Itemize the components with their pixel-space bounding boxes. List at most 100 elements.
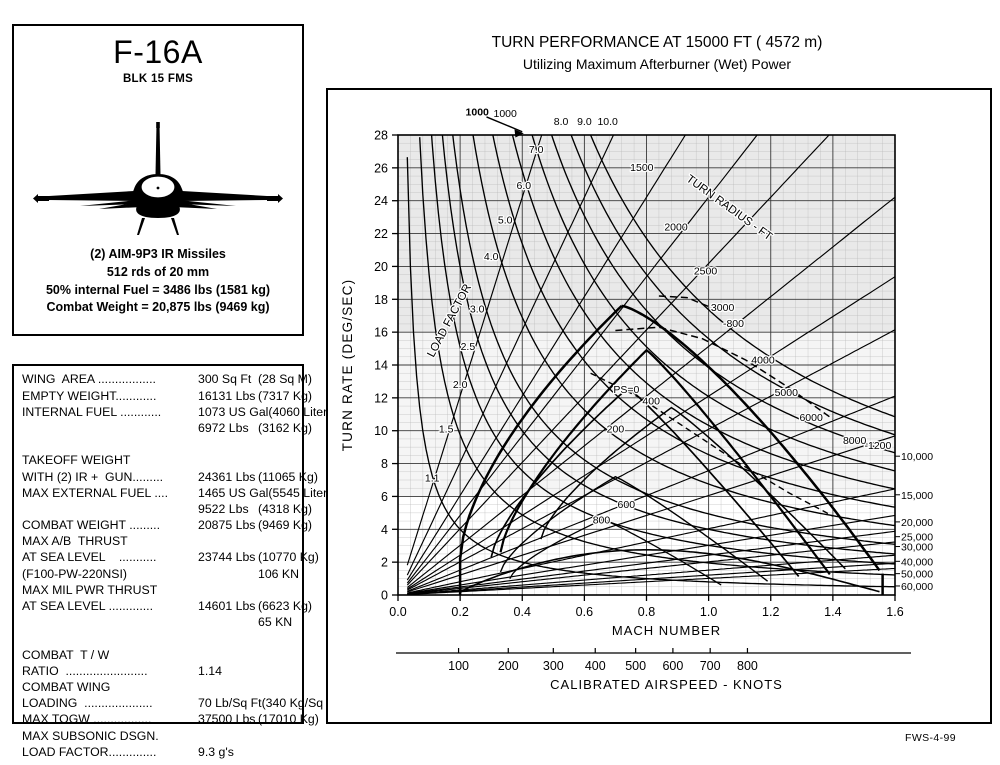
turn-radius-curve-8000 [407,395,895,592]
y-tick-label: 24 [374,194,388,208]
ps-label-0: PS=0 [613,384,639,396]
specifications-panel: WING AREA ................. 300 Sq Ft (28 … [12,364,341,759]
turn-radius-edge-label-20000: 20,000 [901,517,933,529]
x-axis-cas: 100 200 300 400 500 600 700 800 [448,648,758,673]
spec-label: (F100-PW-220NSI) [22,566,128,581]
cas-tick-label: 300 [543,659,564,673]
turn-radius-edge-label-10000: 10,000 [901,451,933,463]
spec-label: TAKEOFF WEIGHT [22,453,131,468]
spec-row: WITH (2) IR + GUN......... 24361 Lbs (1106… [22,469,318,485]
load-factor-label-3.0: 3.0 [470,303,485,315]
ps-label-800b: -800 [723,318,744,330]
spec-row: AT SEA LEVEL ............. 14601 Lbs (6623… [22,599,312,615]
spec-metric-value: (11065 Kg) [258,469,318,484]
spec-label: INTERNAL FUEL ............ [22,404,162,419]
turn-radius-label-8000: 8000 [843,435,867,447]
config-line-2: 512 rds of 20 mm [106,264,210,279]
lower-envelope-boundary [459,548,880,594]
turn-radius-curve-10,000 [407,435,895,593]
spec-value: 1.14 [198,663,222,678]
x-tick-label: 0.0 [389,605,406,619]
y-tick-label: 28 [374,129,388,143]
spec-metric-value: (10770 Kg) [258,550,319,565]
y-tick-label: 6 [381,490,388,504]
load-factor-label-9.0: 9.0 [577,116,592,128]
spec-row: COMBAT WEIGHT ......... 20875 Lbs (9469 Kg… [22,518,312,534]
config-line-3: 50% internal Fuel = 3486 lbs (1581 kg) [45,282,271,297]
turn-radius-label-1000: 1000 [493,108,517,120]
spec-value: 9.3 g's [198,744,234,759]
load-factor-label-4.0: 4.0 [484,251,499,263]
load-factor-curve-9.0 [570,135,895,436]
ps-label-600: 600 [618,499,636,511]
load-factor-curve-5.0 [492,135,895,508]
ps-label-400: 400 [642,395,660,407]
turn-radius-label-1500: 1500 [630,162,654,174]
aircraft-variant: BLK 15 FMS [122,73,194,85]
y-tick-label: 12 [374,391,388,405]
lift-limit-boundary [458,304,623,560]
turn-radius-label-3000: 3000 [711,302,735,314]
ps-label-200: 200 [607,423,625,435]
load-factor-curve-6.0 [511,135,895,490]
spec-label: COMBAT WEIGHT ......... [22,518,161,533]
spec-row: TAKEOFF WEIGHT [22,453,298,469]
turn-radius-edge-label-60000: 60,000 [901,581,933,593]
ps-label-1200: -1200 [864,440,891,452]
spec-metric-value: (3162 Kg) [258,420,313,435]
spec-label: MAX TOGW ................. [22,712,152,727]
turn-radius-curve-50,000 [407,562,895,595]
y-tick-label: 20 [374,260,388,274]
spec-metric-value: (4060 Liter) [268,404,332,419]
turn-radius-curve-25,000 [407,530,895,595]
turn-radius-curve-4000 [406,196,895,588]
ps-curve-200 [490,386,800,577]
load-factor-label-10.0: 10.0 [597,116,618,128]
load-factor-curve-3.0 [452,135,895,545]
y-tick-label: 0 [381,589,388,603]
spec-value: 9522 Lbs [198,501,249,516]
spec-row: INTERNAL FUEL ............ 1073 US Gal (40… [22,404,331,420]
spec-row: COMBAT T / W [22,647,298,663]
x-tick-label: 0.6 [576,605,593,619]
ps-curve-600 [499,475,769,582]
chart-title: TURN PERFORMANCE AT 15000 FT ( 4572 m) U… [326,32,988,75]
spec-label: MAX MIL PWR THRUST [22,582,158,597]
chart-title-line2: Utilizing Maximum Afterburner (Wet) Powe… [522,56,792,73]
spec-label: LOAD FACTOR.............. [22,744,157,759]
spec-value: 37500 Lbs [198,712,256,727]
x-tick-label: 0.4 [514,605,531,619]
turn-performance-chart-panel: 0 2 4 6 8 10 12 14 16 18 20 22 24 26 28 TURN RATE (DEG/… [326,88,992,724]
load-factor-label-6.0: 6.0 [516,180,531,192]
turn-radius-edge-label-40000: 40,000 [901,556,933,568]
spec-label: LOADING .................... [22,696,153,711]
spec-value: 6972 Lbs [198,420,249,435]
f16-front-view-silhouette-icon [33,122,283,235]
spec-row [22,437,298,453]
x-axis-label: MACH NUMBER [612,623,721,638]
turn-radius-curve-1000 [406,135,543,566]
y-tick-label: 2 [381,556,388,570]
spec-row: LOAD FACTOR.............. 9.3 g's [22,744,298,760]
turn-radius-label-6000: 6000 [799,412,823,424]
cas-tick-label: 100 [448,659,469,673]
cas-tick-label: 800 [737,659,758,673]
turn-radius-edge-label-15000: 15,000 [901,490,933,502]
spec-row [22,631,298,647]
load-factor-label-7.0: 7.0 [529,144,544,156]
cas-axis-label: CALIBRATED AIRSPEED - KNOTS [550,677,783,692]
spec-row: MAX EXTERNAL FUEL .... 1465 US Gal (5545 L… [22,485,331,501]
chart-title-line1: TURN PERFORMANCE AT 15000 FT ( 4572 m) [491,34,823,51]
dashed-reference-curve-2 [658,295,716,310]
spec-metric-value: (7317 Kg) [258,388,313,403]
y-tick-label: 8 [381,457,388,471]
load-factor-curve-2.0 [430,135,895,565]
load-factor-label-5.0: 5.0 [498,215,513,227]
turn-radius-curve-5000 [406,276,895,590]
y-axis-label: TURN RATE (DEG/SEC) [340,279,355,452]
cas-tick-label: 600 [662,659,683,673]
turn-radius-curve-3000 [406,135,830,586]
spec-label: WITH (2) IR + GUN......... [22,469,164,484]
x-tick-label: 0.2 [451,605,468,619]
